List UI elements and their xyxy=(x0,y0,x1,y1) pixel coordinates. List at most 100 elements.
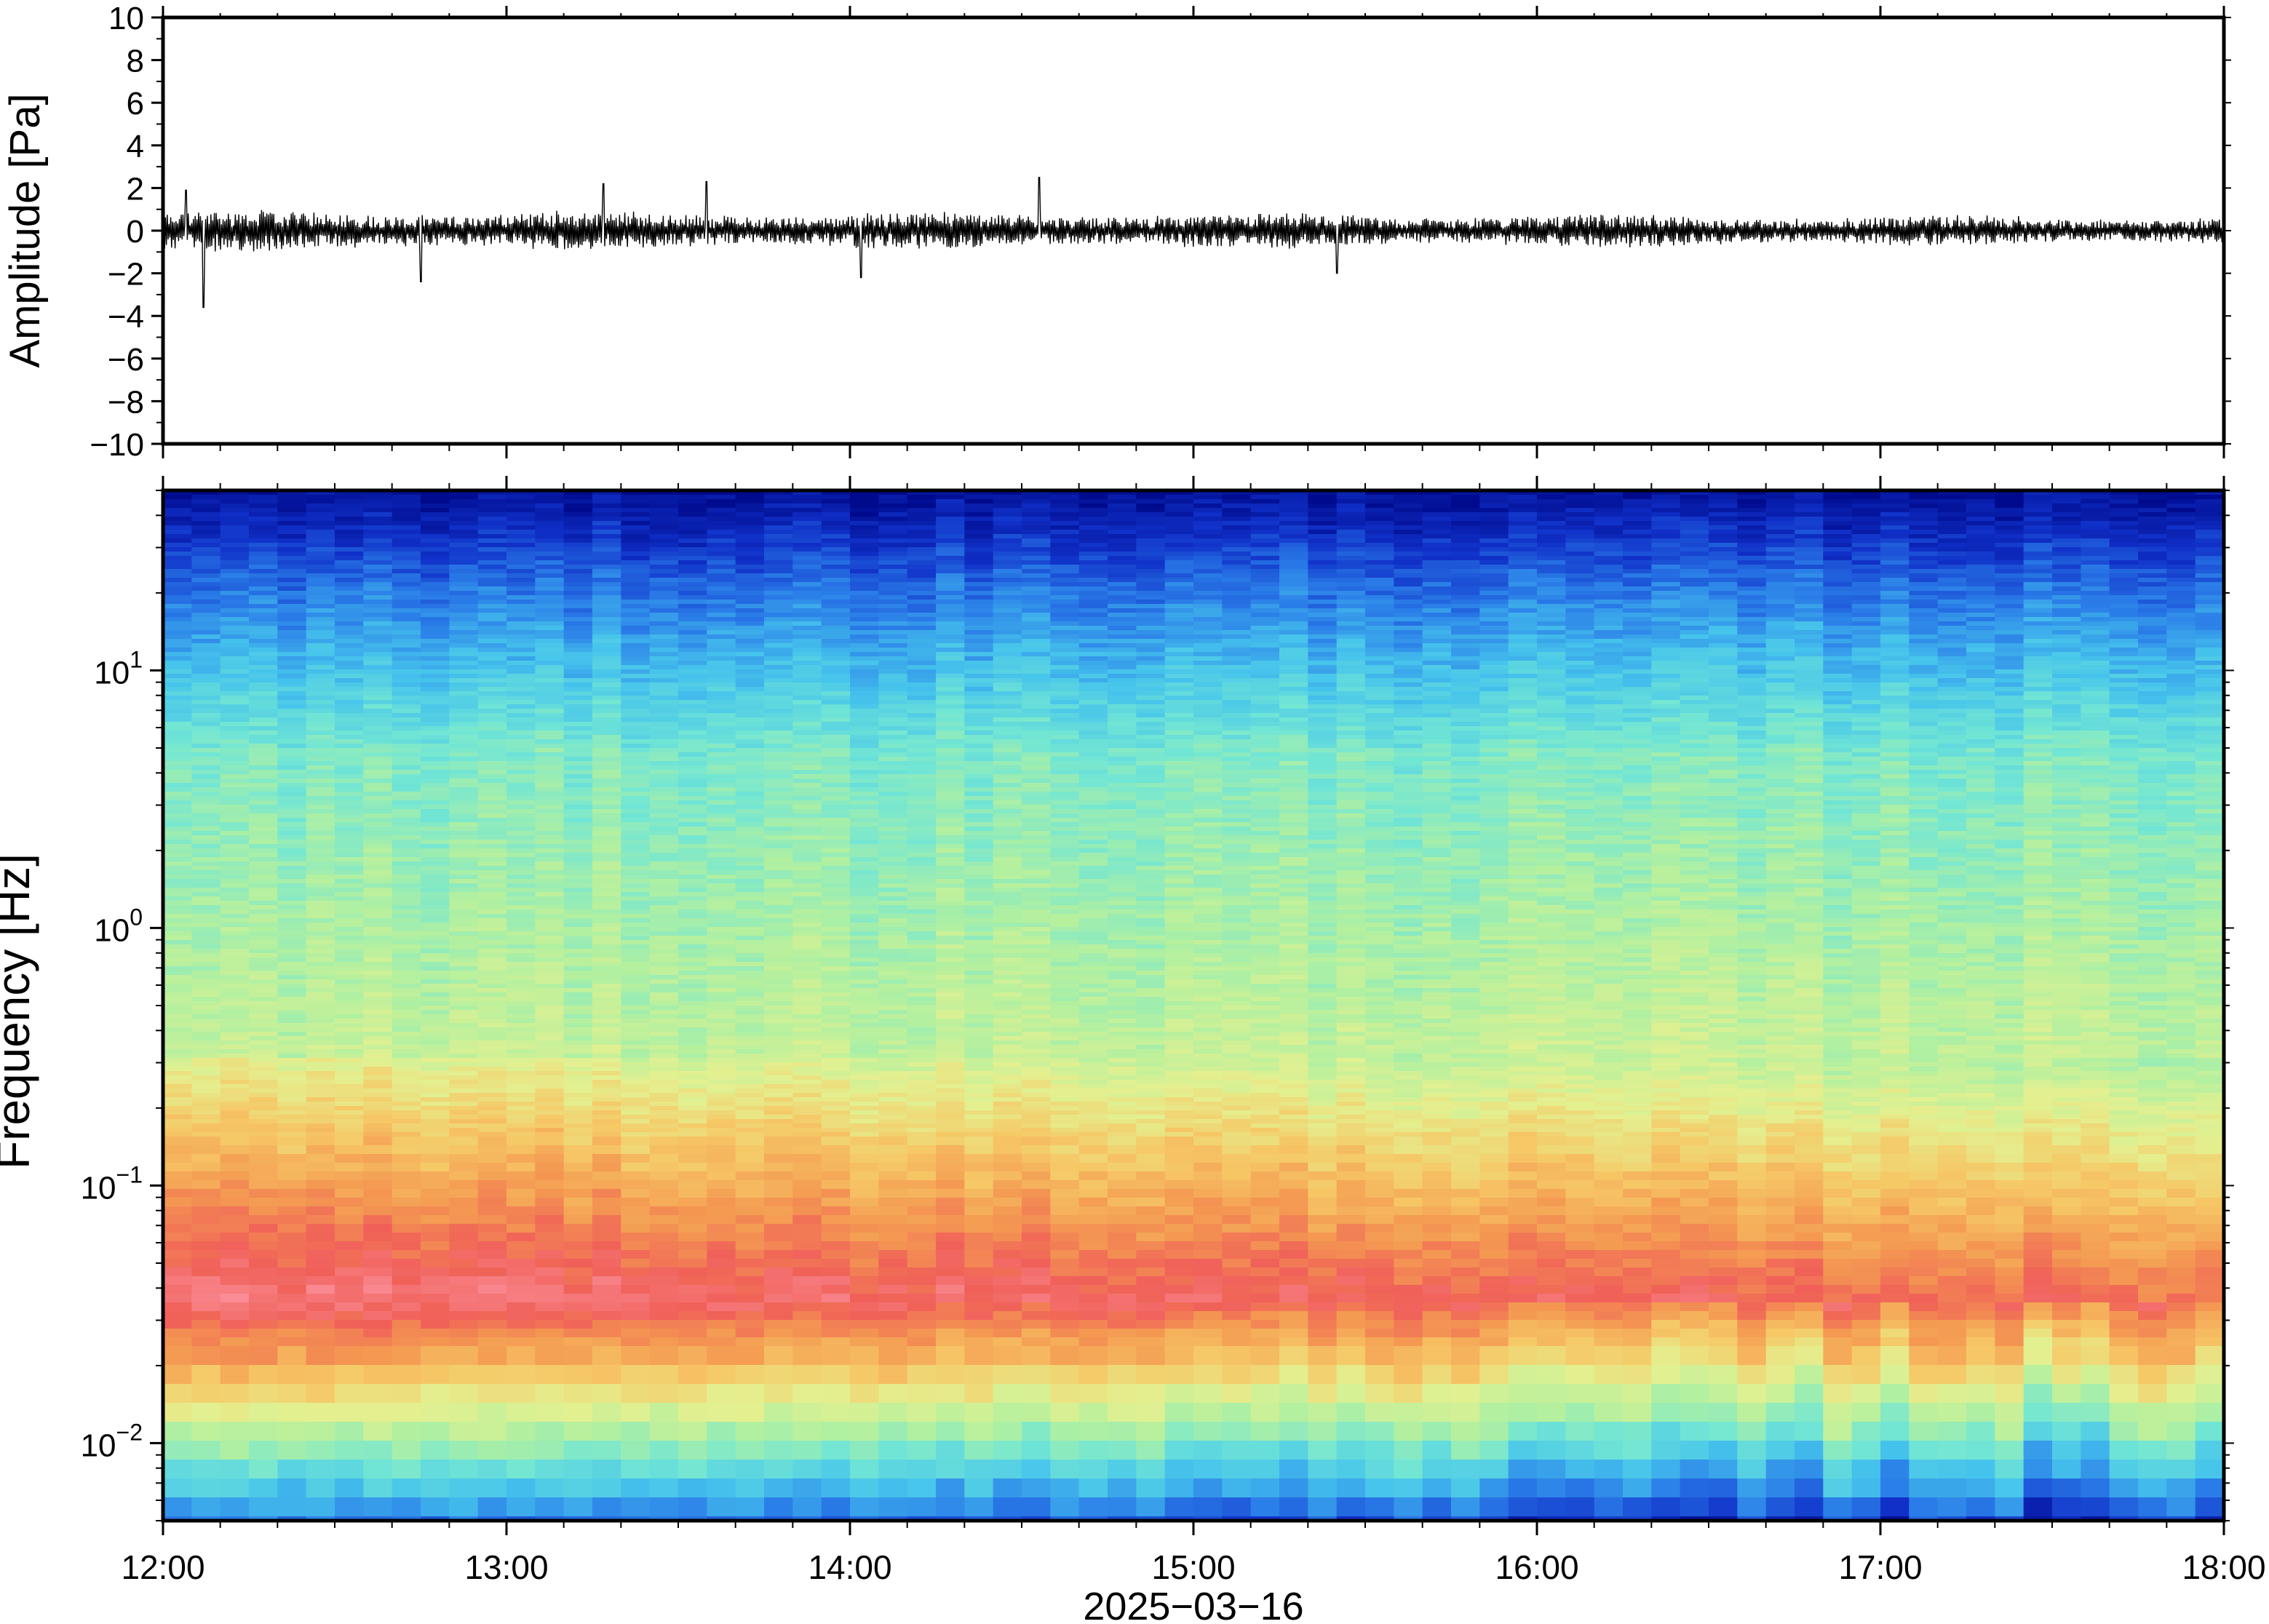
spectrogram-cell xyxy=(592,704,622,709)
spectrogram-cell xyxy=(993,774,1022,779)
spectrogram-cell xyxy=(563,639,593,644)
spectrogram-cell xyxy=(163,691,193,696)
spectrogram-cell xyxy=(2109,648,2139,653)
spectrogram-cell xyxy=(363,517,393,522)
spectrogram-cell xyxy=(2052,656,2082,661)
spectrogram-cell xyxy=(1795,765,1824,771)
spectrogram-cell xyxy=(449,600,479,605)
spectrogram-cell xyxy=(878,726,908,731)
spectrogram-cell xyxy=(1308,608,1338,613)
spectrogram-cell xyxy=(1365,774,1395,779)
spectrogram-cell xyxy=(678,669,708,674)
spectrogram-cell xyxy=(850,652,880,657)
spectrogram-cell xyxy=(1709,495,1738,500)
spectrogram-cell xyxy=(2081,735,2110,740)
spectrogram-cell xyxy=(964,556,994,561)
spectrogram-cell xyxy=(2138,726,2168,731)
spectrogram-cell xyxy=(1078,648,1108,653)
spectrogram-cell xyxy=(2081,503,2110,509)
spectrogram-cell xyxy=(592,604,622,609)
spectrogram-cell xyxy=(1680,613,1709,618)
spectrogram-cell xyxy=(2195,682,2225,688)
spectrogram-cell xyxy=(1422,573,1452,578)
spectrogram-cell xyxy=(707,739,736,744)
spectrogram-cell xyxy=(277,525,307,530)
spectrogram-cell xyxy=(964,770,994,775)
spectrogram-cell xyxy=(878,565,908,570)
spectrogram-cell xyxy=(421,691,450,696)
spectrogram-cell xyxy=(220,709,250,714)
spectrogram-cell xyxy=(1537,779,1567,784)
spectrogram-cell xyxy=(1422,569,1452,574)
spectrogram-cell xyxy=(1765,656,1795,661)
spectrogram-cell xyxy=(1336,656,1366,661)
spectrogram-cell xyxy=(1022,757,1052,762)
spectrogram-cell xyxy=(1537,696,1567,701)
spectrogram-cell xyxy=(335,696,365,701)
spectrogram-cell xyxy=(335,765,365,771)
spectrogram-cell xyxy=(191,503,221,509)
spectrogram-cell xyxy=(563,525,593,530)
spectrogram-cell xyxy=(707,543,736,548)
spectrogram-cell xyxy=(1909,634,1939,640)
spectrogram-cell xyxy=(1909,661,1939,666)
spectrogram-cell xyxy=(621,630,651,635)
spectrogram-cell xyxy=(421,630,450,635)
spectrogram-cell xyxy=(1451,517,1481,522)
spectrogram-cell xyxy=(1108,525,1137,530)
spectrogram-cell xyxy=(249,600,279,605)
spectrogram-cell xyxy=(1050,534,1080,539)
spectrogram-cell xyxy=(1795,595,1824,600)
spectrogram-cell xyxy=(535,552,565,557)
spectrogram-cell xyxy=(2109,617,2139,622)
spectrogram-cell xyxy=(249,770,279,775)
spectrogram-cell xyxy=(1336,538,1366,544)
spectrogram-cell xyxy=(306,678,335,683)
spectrogram-cell xyxy=(1108,608,1137,613)
spectrogram-cell xyxy=(1050,765,1080,771)
spectrogram-cell xyxy=(277,490,307,495)
spectrogram-cell xyxy=(792,595,822,600)
spectrogram-cell xyxy=(220,621,250,626)
spectrogram-cell xyxy=(1164,508,1194,513)
spectrogram-cell xyxy=(2109,508,2139,513)
spectrogram-cell xyxy=(792,565,822,570)
spectrogram-cell xyxy=(1078,652,1108,657)
spectrogram-cell xyxy=(735,586,765,592)
spectrogram-cell xyxy=(621,669,651,674)
spectrogram-cell xyxy=(2109,779,2139,784)
spectrogram-cell xyxy=(249,578,279,583)
spectrogram-cell xyxy=(1937,700,1967,705)
spectrogram-cell xyxy=(1308,709,1338,714)
spectrogram-cell xyxy=(1078,556,1108,561)
spectrogram-cell xyxy=(1995,538,2024,544)
spectrogram-cell xyxy=(1136,613,1166,618)
spectrogram-cell xyxy=(1823,617,1853,622)
spectrogram-cell xyxy=(1078,682,1108,688)
spectrogram-cell xyxy=(1222,573,1252,578)
spectrogram-cell xyxy=(335,608,365,613)
spectrogram-cell xyxy=(163,530,193,535)
spectrogram-cell xyxy=(1250,608,1280,613)
spectrogram-cell xyxy=(1651,735,1681,740)
spectrogram-cell xyxy=(964,617,994,622)
spectrogram-cell xyxy=(907,560,937,565)
spectrogram-cell xyxy=(1995,696,2024,701)
spectrogram-cell xyxy=(1422,591,1452,596)
spectrogram-cell xyxy=(936,643,966,648)
spectrogram-cell xyxy=(792,586,822,592)
spectrogram-cell xyxy=(335,783,365,788)
spectrogram-cell xyxy=(1909,687,1939,692)
spectrogram-cell xyxy=(1279,704,1309,709)
spectrogram-cell xyxy=(1795,530,1824,535)
spectrogram-cell xyxy=(1078,656,1108,661)
spectrogram-cell xyxy=(1709,770,1738,775)
spectrogram-cell xyxy=(621,617,651,622)
spectrogram-cell xyxy=(1422,630,1452,635)
spectrogram-cell xyxy=(621,573,651,578)
spectrogram-cell xyxy=(563,761,593,766)
spectrogram-cell xyxy=(1365,586,1395,592)
spectrogram-cell xyxy=(821,517,851,522)
spectrogram-cell xyxy=(2166,573,2196,578)
